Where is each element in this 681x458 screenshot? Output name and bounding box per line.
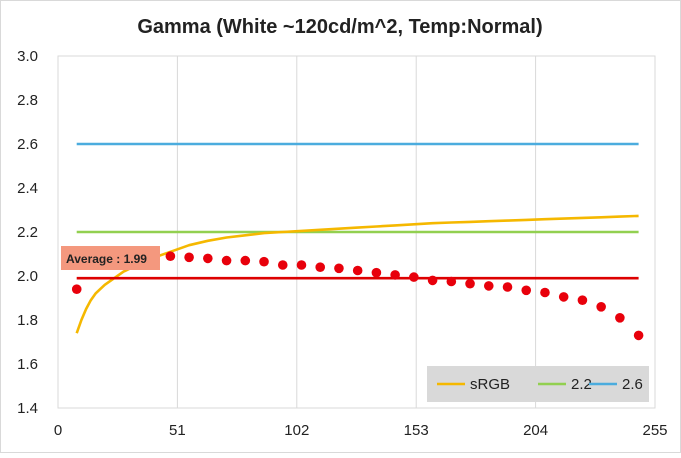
- axis-layer: 0 51 102 153 204 255 1.4 1.6 1.8 2.0 2.2 2.4 2.6 2.8 3…: [17, 48, 667, 439]
- y-tick-label: 1.4: [17, 400, 38, 417]
- measured-point: [315, 262, 326, 273]
- y-tick-label: 1.6: [17, 356, 38, 373]
- measured-point: [203, 253, 213, 264]
- grid-layer: [57, 55, 656, 409]
- measured-point: [577, 295, 588, 306]
- measured-point: [184, 252, 194, 263]
- x-tick-label: 51: [169, 422, 186, 439]
- measured-point: [390, 270, 400, 280]
- measured-point: [596, 302, 606, 312]
- measured-point: [240, 255, 251, 266]
- x-tick-label: 0: [54, 422, 62, 439]
- measured-point: [371, 267, 382, 278]
- x-tick-label: 255: [642, 422, 667, 439]
- measured-point: [615, 313, 625, 323]
- y-tick-label: 2.8: [17, 92, 38, 109]
- legend: sRGB 2.2 2.6: [427, 366, 649, 402]
- legend-label: 2.2: [571, 376, 592, 393]
- x-tick-label: 102: [284, 422, 309, 439]
- y-tick-label: 2.0: [17, 268, 38, 285]
- x-tick-label: 204: [523, 422, 548, 439]
- measured-point: [502, 282, 513, 292]
- measured-point: [427, 275, 438, 286]
- measured-point: [446, 276, 457, 287]
- y-tick-label: 1.8: [17, 312, 38, 329]
- measured-point: [558, 292, 569, 302]
- measured-point: [483, 281, 494, 291]
- measured-point: [221, 255, 232, 266]
- measured-point: [540, 287, 550, 298]
- measured-point: [296, 260, 307, 270]
- average-label: Average : 1.99: [61, 246, 160, 270]
- measured-point: [352, 265, 363, 276]
- legend-label: 2.6: [622, 376, 643, 393]
- measured-point: [334, 263, 344, 274]
- plot-area-border: [57, 55, 656, 409]
- measured-point: [277, 260, 288, 270]
- measured-point: [521, 285, 532, 296]
- measured-point: [465, 278, 475, 289]
- measured-point: [165, 251, 176, 261]
- series-layer: [75, 142, 639, 334]
- x-tick-label: 153: [404, 422, 429, 439]
- y-tick-label: 2.2: [17, 224, 38, 241]
- srgb-series-line: [75, 214, 639, 334]
- measured-point: [409, 272, 419, 282]
- measured-point: [633, 330, 644, 341]
- chart-title: Gamma (White ~120cd/m^2, Temp:Normal): [137, 16, 542, 38]
- average-label-text: Average : 1.99: [66, 252, 147, 266]
- y-tick-label: 3.0: [17, 48, 38, 65]
- y-tick-label: 2.4: [17, 180, 38, 197]
- legend-label: sRGB: [470, 376, 510, 393]
- measured-point: [259, 256, 269, 267]
- y-tick-label: 2.6: [17, 136, 38, 153]
- measured-point: [71, 284, 82, 295]
- average-label-background: [61, 246, 160, 270]
